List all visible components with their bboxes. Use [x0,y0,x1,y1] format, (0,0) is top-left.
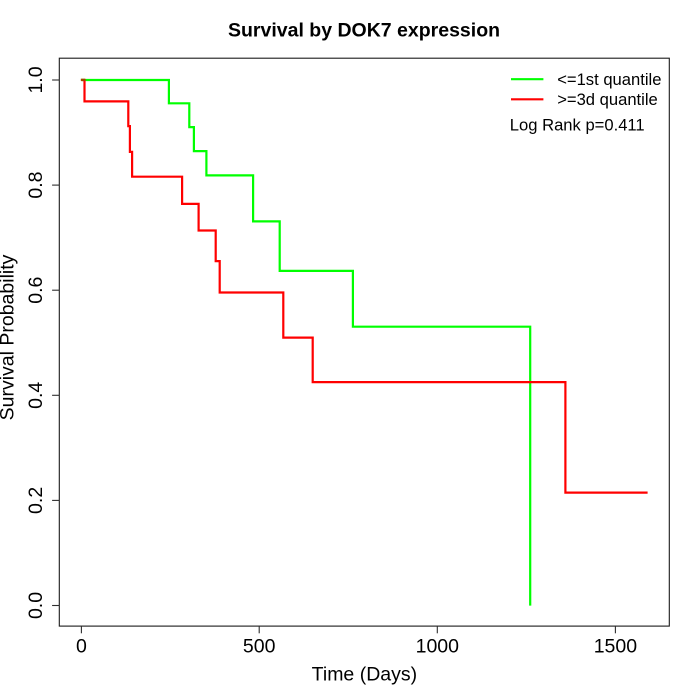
svg-text:1.0: 1.0 [25,66,47,93]
svg-text:0: 0 [76,635,87,657]
svg-text:0.0: 0.0 [25,592,47,619]
svg-text:0.6: 0.6 [25,277,47,304]
svg-text:1500: 1500 [594,635,638,657]
svg-text:0.8: 0.8 [25,172,47,199]
svg-text:0.4: 0.4 [25,382,47,409]
svg-text:Survival Probability: Survival Probability [0,254,18,420]
svg-text:Time (Days): Time (Days) [312,663,417,685]
svg-text:<=1st quantile: <=1st quantile [557,70,661,89]
svg-text:1000: 1000 [416,635,460,657]
svg-text:0.2: 0.2 [25,487,47,514]
svg-text:Log Rank p=0.411: Log Rank p=0.411 [510,116,645,135]
svg-text:>=3d quantile: >=3d quantile [557,90,658,109]
svg-text:Survival by DOK7 expression: Survival by DOK7 expression [228,19,500,41]
svg-text:500: 500 [243,635,276,657]
